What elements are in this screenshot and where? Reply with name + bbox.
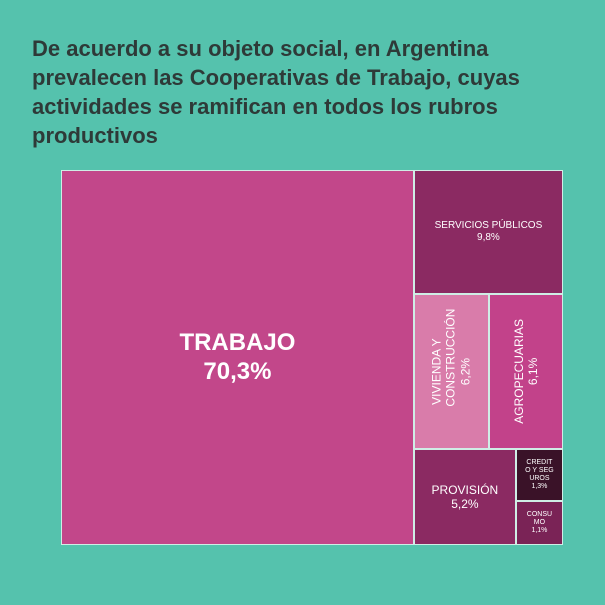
value-label: 70,3% [203, 357, 272, 385]
cell-label: VIVIENDA Y CONSTRUCCIÓN 6,2% [429, 308, 473, 407]
cell-label: CONSUMO 1,1% [524, 511, 554, 535]
treemap-cell: CREDITO Y SEGUROS 1,3% [515, 449, 563, 501]
cell-label: PROVISIÓN 5,2% [432, 483, 499, 512]
cell-label: CREDITO Y SEGUROS 1,3% [524, 459, 554, 491]
value-label: 6,2% [458, 357, 473, 386]
cell-label: AGROPECUARIAS 6,1% [512, 319, 541, 424]
cell-label: TRABAJO 70,3% [179, 329, 295, 387]
value-label: 5,2% [451, 497, 479, 511]
cell-label: SERVICIOS PÚBLICOS 9,8% [435, 220, 543, 244]
treemap-cell: SERVICIOS PÚBLICOS 9,8% [413, 170, 563, 294]
chart-title: De acuerdo a su objeto social, en Argent… [32, 36, 520, 148]
category-label: TRABAJO [179, 328, 296, 356]
treemap-cell: VIVIENDA Y CONSTRUCCIÓN 6,2% [413, 293, 490, 450]
treemap-cell: PROVISIÓN 5,2% [413, 449, 516, 545]
treemap-cell: TRABAJO 70,3% [61, 170, 414, 545]
value-label: 9,8% [477, 231, 500, 243]
category-label: SERVICIOS PÚBLICOS [434, 219, 543, 231]
category-label: VIVIENDA Y CONSTRUCCIÓN [429, 308, 459, 407]
category-label: CREDITO Y SEGUROS [525, 458, 554, 483]
category-label: CONSUMO [526, 510, 553, 526]
treemap-cell: CONSUMO 1,1% [515, 501, 563, 545]
category-label: PROVISIÓN [431, 482, 499, 497]
value-label: 1,3% [531, 483, 548, 491]
value-label: 6,1% [526, 357, 541, 386]
treemap-cell: AGROPECUARIAS 6,1% [489, 293, 563, 450]
value-label: 1,1% [531, 527, 548, 535]
category-label: AGROPECUARIAS [511, 319, 526, 424]
